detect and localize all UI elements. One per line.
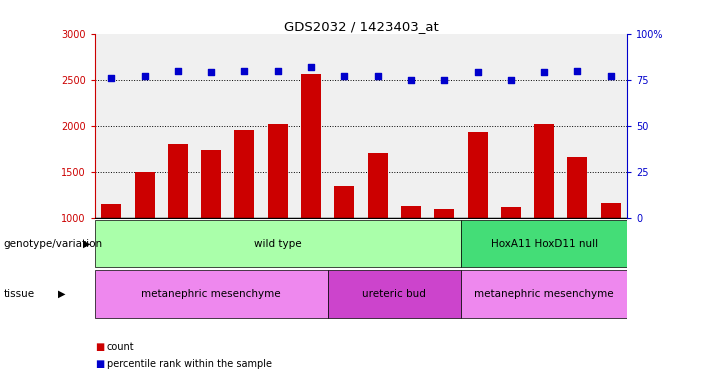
Point [139,73,150,79]
Text: genotype/variation: genotype/variation [4,239,102,249]
Text: ureteric bud: ureteric bud [362,289,426,299]
Text: tissue: tissue [4,289,34,299]
Bar [168,144,188,218]
Bar [534,124,554,218]
Text: metanephric mesenchyme: metanephric mesenchyme [475,289,614,299]
Point [172,68,184,74]
Text: HoxA11 HoxD11 null: HoxA11 HoxD11 null [491,239,598,249]
Bar [461,270,627,318]
Bar [401,206,421,218]
Point [538,69,550,75]
Point [272,68,283,74]
Bar [301,74,321,217]
Point [106,75,117,81]
Bar [334,186,355,218]
Text: ▶: ▶ [83,239,90,249]
Text: percentile rank within the sample: percentile rank within the sample [107,359,271,369]
Text: metanephric mesenchyme: metanephric mesenchyme [142,289,281,299]
Point [239,68,250,74]
Bar [501,207,521,218]
Bar [201,150,222,217]
Text: wild type: wild type [254,239,301,249]
Point [405,77,416,83]
Bar [95,220,461,267]
Bar [368,153,388,218]
Point [339,73,350,79]
Point [472,69,483,75]
Text: ▶: ▶ [58,289,66,299]
Point [605,73,616,79]
Point [505,77,517,83]
Point [205,69,217,75]
Point [306,64,317,70]
Title: GDS2032 / 1423403_at: GDS2032 / 1423403_at [284,20,438,33]
Bar [135,172,154,217]
Bar [601,203,620,217]
Bar [327,270,461,318]
Bar [234,130,254,218]
Point [439,77,450,83]
Bar [461,220,627,267]
Bar [95,270,327,318]
Bar [101,204,121,218]
Bar [268,124,288,218]
Point [572,68,583,74]
Bar [468,132,487,218]
Text: ■: ■ [95,342,104,352]
Text: ■: ■ [95,359,104,369]
Bar [435,209,454,218]
Point [372,73,383,79]
Text: count: count [107,342,134,352]
Bar [567,157,587,218]
